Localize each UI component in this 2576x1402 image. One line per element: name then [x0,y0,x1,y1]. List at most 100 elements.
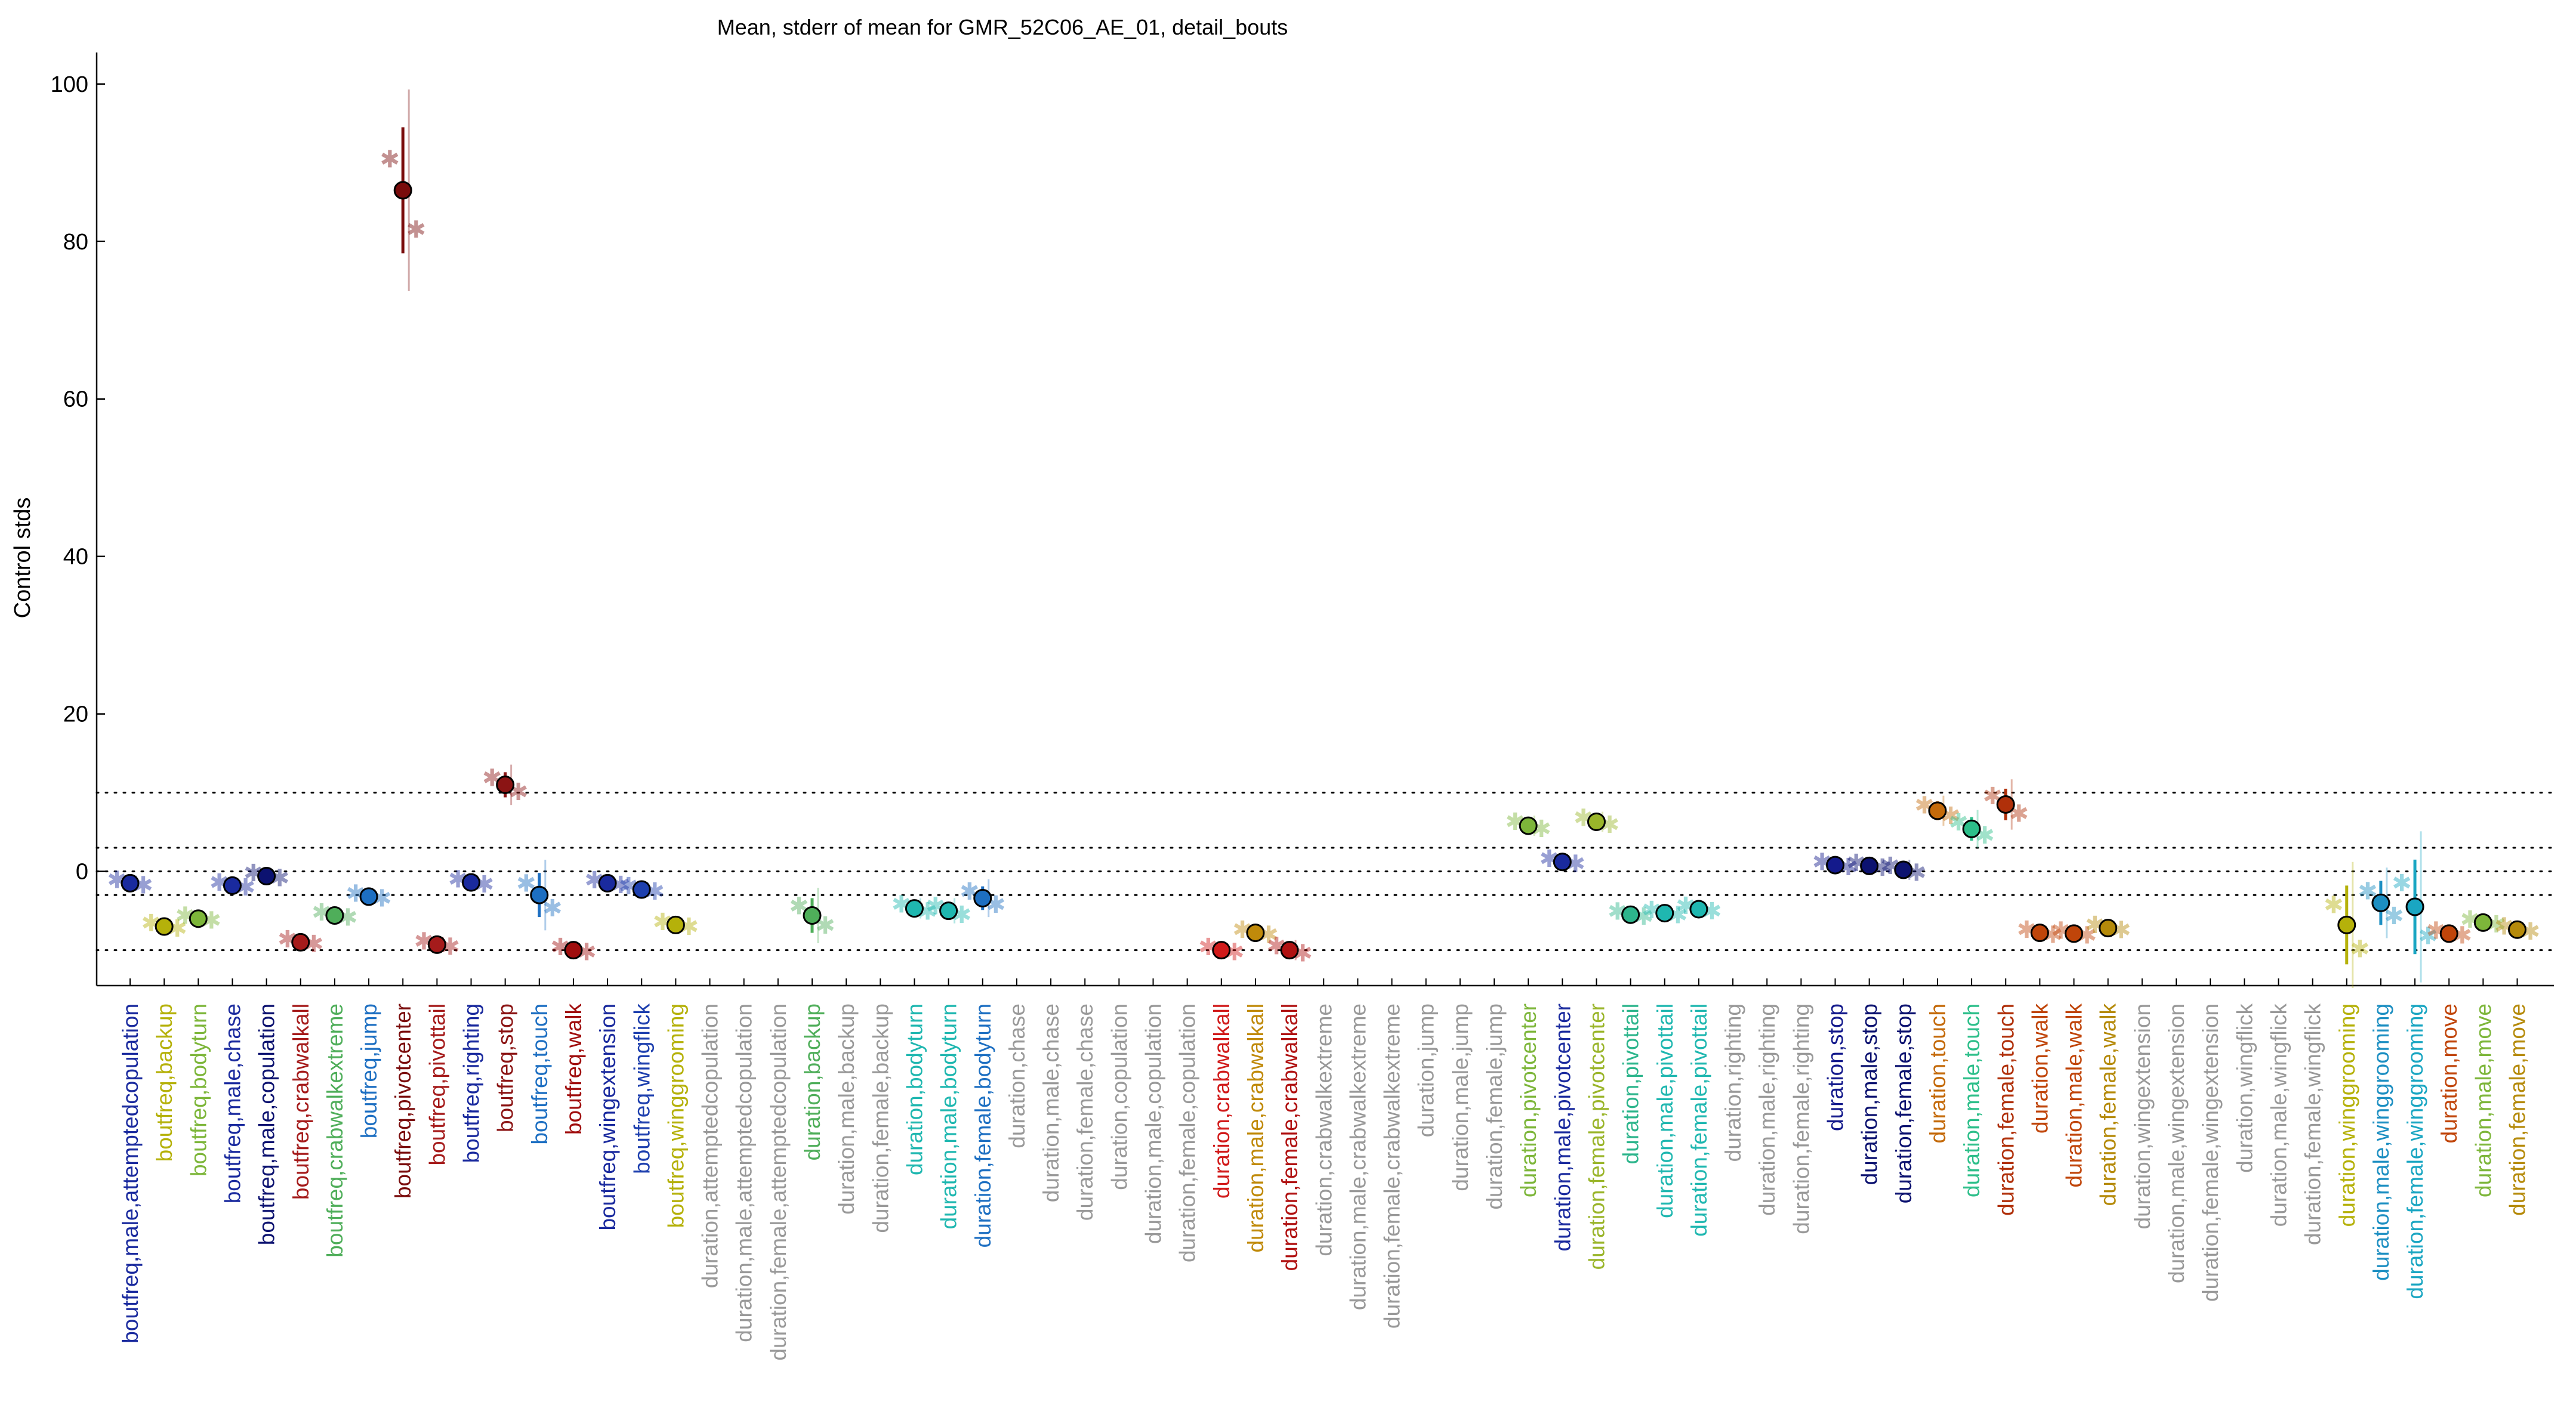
data-point-group: ✱✱ [380,89,426,291]
data-point-group: ✱✱ [243,860,290,891]
y-axis-label: Control stds [10,498,35,619]
data-point-group: ✱✱ [414,929,461,961]
x-tick-label: boutfreq,pivottail [425,1003,449,1166]
x-tick-label: boutfreq,winggrooming [664,1003,688,1228]
data-point-group: ✱✱ [1505,809,1551,842]
axes: 0 20 40 60 80 100 [51,53,2554,987]
x-tick-label: duration,female,stop [1892,1003,1916,1203]
x-tick-label: duration,male,bodyturn [937,1003,961,1229]
x-tick-label: duration,male,touch [1960,1003,1984,1197]
sample-marker: ✱ [2392,870,2412,897]
x-tick-label: duration,male,wingextension [2164,1003,2189,1283]
data-point-group: ✱✱ [584,867,631,898]
x-tick-label: duration,crabwalkextreme [1312,1003,1336,1256]
x-tick-label: duration,touch [1926,1003,1950,1144]
data-point-group: ✱✱ [1982,779,2029,830]
mean-marker [1621,905,1640,924]
x-tick-label: duration,female,pivottail [1687,1003,1711,1237]
mean-marker [973,888,992,907]
data-point-group: ✱✱ [1880,853,1927,887]
mean-marker [1246,924,1265,943]
x-tick-label: duration,female,copulation [1176,1003,1200,1262]
x-tick-label: duration,righting [1721,1003,1745,1162]
mean-marker [1928,801,1947,820]
data-point-group: ✱✱ [1232,917,1279,948]
data-point-group: ✱✱ [550,934,597,965]
data-point-group: ✱✱ [2324,861,2370,988]
mean-marker [2473,913,2492,932]
x-tick-label: duration,male,winggrooming [2369,1003,2393,1281]
x-tick-label: duration,male,pivottail [1653,1003,1677,1218]
mean-marker [2337,915,2356,934]
mean-marker [564,941,583,960]
mean-marker [1689,900,1708,919]
mean-marker [1553,853,1572,872]
data-point-group: ✱✱ [925,893,972,928]
x-tick-label: duration,male,crabwalkextreme [1346,1003,1370,1310]
mean-marker [1860,856,1879,875]
sample-marker: ✱ [380,146,400,172]
data-point-group: ✱✱ [482,764,528,805]
x-tick-label: duration,male,attemptedcopulation [732,1003,757,1342]
data-point-group: ✱✱ [1198,934,1245,965]
mean-marker [291,932,310,952]
y-tick-label: 60 [63,387,88,412]
mean-marker [1894,860,1913,879]
y-tick-label: 0 [76,860,88,885]
mean-marker [2439,924,2458,943]
data-point-group: ✱✱ [2358,867,2404,938]
mean-marker [2405,897,2424,916]
mean-marker [393,181,412,200]
x-tick-label: duration,female,chase [1073,1003,1097,1221]
data-point-group: ✱✱ [311,900,358,931]
x-tick-label: duration,jump [1414,1003,1439,1137]
data-point-group: ✱✱ [175,903,222,934]
x-tick-label: duration,male,stop [1858,1003,1882,1185]
x-tick-label: duration,female,righting [1789,1003,1813,1234]
x-tick-label: duration,female,move [2506,1003,2530,1216]
data-point-group: ✱✱ [1642,897,1688,929]
x-tick-label: duration,backup [800,1003,825,1160]
x-tick-label: boutfreq,righting [459,1003,484,1163]
x-tick-label: duration,wingflick [2232,1003,2257,1173]
data-point-group: ✱✱ [2460,907,2507,938]
x-tick-label: duration,chase [1005,1003,1029,1148]
mean-marker [1280,941,1299,960]
chart-title: Mean, stderr of mean for GMR_52C06_AE_01… [717,15,1288,39]
data-point-group: ✱✱ [345,881,392,912]
data-point-group: ✱✱ [209,870,256,901]
y-tick-label: 20 [63,702,88,727]
x-tick-labels: boutfreq,male,attemptedcopulation boutfre… [118,1003,2530,1361]
x-tick-label: duration,wingextension [2130,1003,2155,1229]
data-point-group: ✱✱ [1574,805,1620,838]
x-tick-label: boutfreq,male,copulation [255,1003,279,1245]
x-tick-label: boutfreq,crabwalkextreme [323,1003,347,1258]
reference-lines [95,792,2555,952]
mean-marker [496,775,515,794]
data-point-group: ✱✱ [1540,846,1586,877]
mean-marker [2371,893,2390,912]
sample-marker: ✱ [2418,924,2438,950]
x-tick-label: duration,female,wingextension [2198,1003,2223,1302]
x-tick-label: boutfreq,backup [152,1003,177,1162]
data-points: ✱ ✱✱ ✱✱ ✱✱ ✱✱ ✱✱ ✱✱ ✱✱ ✱✱✱✱ ✱✱ ✱✱✱✱✱✱ ✱✱ ✱✱ ✱✱ ✱✱✱✱ ✱✱ ✱… [107,89,2540,988]
x-tick-label: duration,female,jump [1482,1003,1507,1210]
mean-marker [462,873,480,892]
mean-marker [598,873,617,893]
mean-marker [2065,924,2084,943]
x-tick-label: duration,male,copulation [1142,1003,1166,1244]
sample-marker: ✱ [406,217,426,243]
x-tick-label: boutfreq,bodyturn [186,1003,211,1176]
x-tick-label: duration,male,righting [1755,1003,1779,1216]
mean-marker [2099,919,2118,938]
mean-marker [530,885,549,904]
data-point-group: ✱✱ [2494,914,2541,945]
x-tick-label: boutfreq,wingextension [596,1003,620,1231]
mean-marker [155,917,174,936]
x-tick-label: duration,female,touch [1994,1003,2018,1216]
x-tick-label: duration,female,attemptedcopulation [766,1003,791,1361]
x-tick-label: duration,crabwalkall [1210,1003,1234,1199]
data-point-group: ✱✱ [2392,831,2438,983]
x-tick-label: duration,female,wingflick [2301,1003,2325,1246]
y-tick-label: 100 [51,72,88,97]
